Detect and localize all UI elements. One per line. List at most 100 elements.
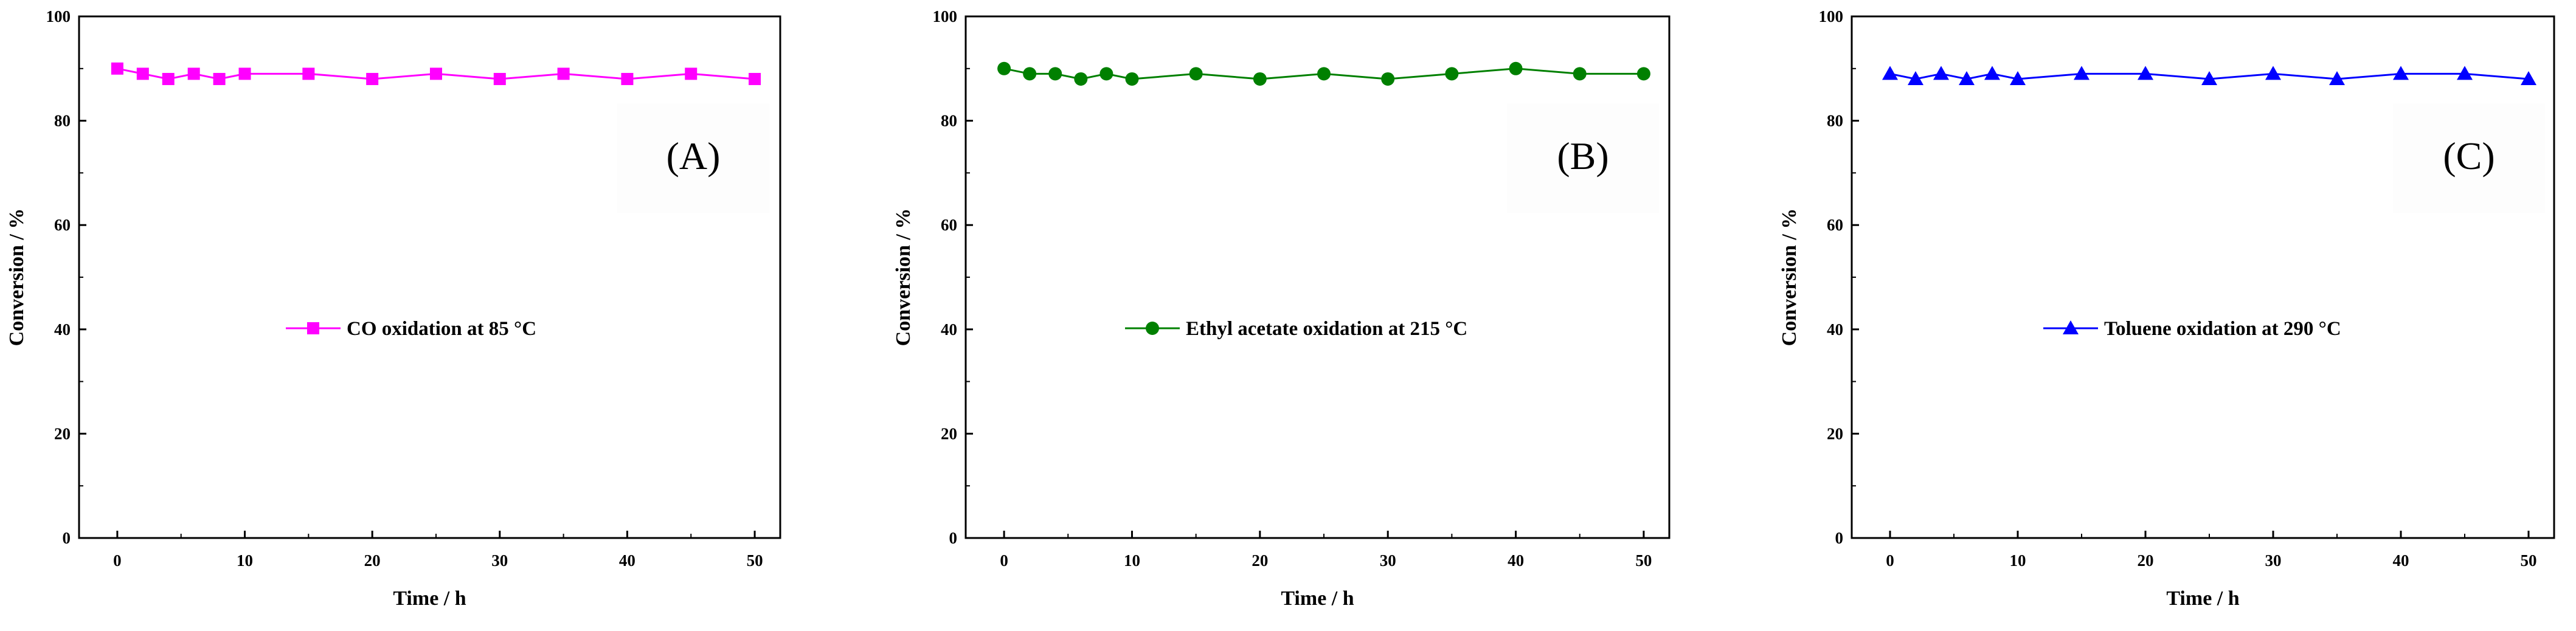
x-tick-label: 30 — [1380, 551, 1396, 570]
data-point — [1445, 67, 1459, 81]
x-tick-label: 40 — [619, 551, 635, 570]
data-point — [1048, 67, 1062, 81]
series-1 — [111, 62, 761, 85]
data-point — [1984, 66, 2000, 80]
data-point — [1317, 67, 1331, 81]
x-tick-label: 10 — [237, 551, 253, 570]
y-axis-title: Conversion / % — [1778, 209, 1801, 347]
data-point — [187, 67, 200, 80]
data-point — [1253, 72, 1267, 86]
plot-frame — [78, 15, 781, 539]
data-point — [1908, 71, 1923, 85]
data-point — [2201, 71, 2217, 85]
data-point — [2074, 66, 2090, 80]
y-axis-title: Conversion / % — [5, 209, 28, 347]
data-point — [1125, 72, 1139, 86]
data-point — [557, 67, 570, 80]
x-tick-label: 20 — [1252, 551, 1268, 570]
x-tick-label: 50 — [2521, 551, 2537, 570]
data-point — [1381, 72, 1395, 86]
legend: Ethyl acetate oxidation at 215 °C — [1125, 318, 1467, 340]
data-point — [2138, 66, 2153, 80]
data-point — [111, 62, 123, 75]
y-tick-label: 40 — [1827, 320, 1843, 339]
panel-letter-box — [1507, 103, 1659, 213]
x-tick-label: 20 — [2138, 551, 2154, 570]
x-axis: 0 10 20 30 40 50 — [1000, 531, 1652, 570]
data-point — [493, 72, 506, 85]
x-tick-label: 30 — [2265, 551, 2282, 570]
data-point — [136, 67, 149, 80]
x-axis-title: Time / h — [393, 587, 466, 610]
panel-letter: (B) — [1557, 134, 1608, 178]
y-tick-label: 80 — [941, 112, 957, 130]
x-tick-label: 20 — [364, 551, 381, 570]
x-axis-title: Time / h — [2166, 587, 2239, 610]
y-tick-label: 20 — [1827, 424, 1843, 443]
data-point — [2521, 71, 2536, 85]
y-tick-label: 80 — [1827, 112, 1843, 130]
y-tick-label: 100 — [1819, 7, 1844, 26]
x-tick-label: 50 — [1635, 551, 1652, 570]
y-tick-label: 0 — [63, 529, 71, 547]
legend-marker — [1146, 322, 1159, 335]
x-tick-label: 10 — [1124, 551, 1140, 570]
x-tick-label: 0 — [113, 551, 122, 570]
data-point — [685, 67, 698, 80]
y-tick-label: 20 — [54, 424, 71, 443]
data-point — [1573, 67, 1587, 81]
x-tick-label: 0 — [1886, 551, 1894, 570]
y-axis: 0 20 40 60 80 100 — [1819, 7, 1859, 547]
data-point — [162, 72, 175, 85]
panel-letter: (C) — [2443, 134, 2495, 178]
legend-label: Ethyl acetate oxidation at 215 °C — [1186, 318, 1467, 340]
x-tick-label: 10 — [2010, 551, 2026, 570]
y-axis-title: Conversion / % — [892, 209, 915, 347]
data-point — [2265, 66, 2281, 80]
legend: Toluene oxidation at 290 °C — [2043, 318, 2341, 340]
data-point — [2010, 71, 2026, 85]
y-tick-label: 100 — [46, 7, 71, 26]
y-tick-label: 60 — [1827, 216, 1843, 234]
data-point — [2457, 66, 2473, 80]
y-axis: 0 20 40 60 80 100 — [46, 7, 86, 547]
series-1 — [997, 61, 1650, 86]
data-point — [997, 61, 1011, 75]
y-tick-label: 40 — [54, 320, 71, 339]
y-tick-label: 100 — [933, 7, 958, 26]
data-point — [1636, 67, 1650, 81]
plot-frame — [964, 15, 1671, 539]
legend: CO oxidation at 85 °C — [286, 318, 536, 340]
data-point — [2329, 71, 2345, 85]
data-point — [1933, 66, 1949, 80]
y-tick-label: 60 — [941, 216, 957, 234]
data-point — [366, 72, 379, 85]
y-tick-label: 20 — [941, 424, 957, 443]
y-tick-label: 80 — [54, 112, 71, 130]
data-point — [1882, 66, 1898, 80]
data-point — [238, 67, 251, 80]
chart-panel-3: 0 20 40 60 80 100 0 10 20 30 40 50 Time / h Conversio… — [1778, 7, 2555, 610]
data-point — [2393, 66, 2409, 80]
series-1 — [1882, 66, 2536, 85]
y-axis: 0 20 40 60 80 100 — [933, 7, 973, 547]
panel-letter-box — [2393, 103, 2545, 213]
x-axis-title: Time / h — [1281, 587, 1354, 610]
data-point — [302, 67, 315, 80]
x-tick-label: 50 — [747, 551, 763, 570]
plot-frame — [1851, 15, 2555, 539]
data-point — [213, 72, 226, 85]
data-point — [621, 72, 634, 85]
data-point — [1509, 61, 1523, 75]
y-tick-label: 0 — [949, 529, 958, 547]
data-point — [1189, 67, 1203, 81]
panel-letter: (A) — [667, 134, 721, 178]
x-tick-label: 0 — [1000, 551, 1008, 570]
data-point — [429, 67, 442, 80]
x-axis: 0 10 20 30 40 50 — [113, 531, 763, 570]
chart-panel-1: 0 20 40 60 80 100 0 10 20 30 40 50 Time / h Conversio… — [5, 7, 781, 610]
chart-panel-2: 0 20 40 60 80 100 0 10 20 30 40 50 Time / h Conversio… — [892, 7, 1671, 610]
legend-marker — [2063, 320, 2079, 334]
data-point — [1074, 72, 1088, 86]
x-axis: 0 10 20 30 40 50 — [1886, 531, 2537, 570]
